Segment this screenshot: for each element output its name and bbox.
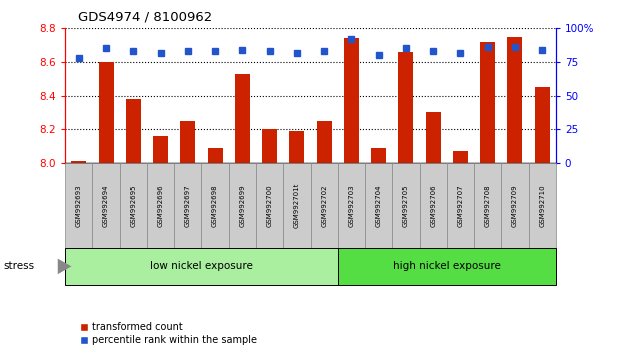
Bar xyxy=(126,99,141,163)
Bar xyxy=(344,39,359,163)
Bar xyxy=(262,129,277,163)
Bar xyxy=(180,121,196,163)
Bar xyxy=(480,42,495,163)
Text: GSM992706: GSM992706 xyxy=(430,184,436,227)
Text: GSM992694: GSM992694 xyxy=(103,184,109,227)
Text: low nickel exposure: low nickel exposure xyxy=(150,261,253,272)
Bar xyxy=(289,131,304,163)
Bar xyxy=(535,87,550,163)
Bar xyxy=(207,148,222,163)
Bar xyxy=(453,151,468,163)
Bar xyxy=(317,121,332,163)
Text: GSM992702: GSM992702 xyxy=(321,184,327,227)
Text: GSM992700: GSM992700 xyxy=(266,184,273,227)
Text: GSM992704: GSM992704 xyxy=(376,184,382,227)
Text: GSM992710: GSM992710 xyxy=(539,184,545,227)
Text: GSM992698: GSM992698 xyxy=(212,184,218,227)
Text: GSM992709: GSM992709 xyxy=(512,184,518,227)
Legend: transformed count, percentile rank within the sample: transformed count, percentile rank withi… xyxy=(76,319,261,349)
Text: GSM992703: GSM992703 xyxy=(348,184,355,227)
Text: stress: stress xyxy=(3,261,34,272)
Bar xyxy=(71,161,86,163)
Bar xyxy=(399,52,414,163)
Text: GDS4974 / 8100962: GDS4974 / 8100962 xyxy=(78,11,212,24)
Text: GSM992693: GSM992693 xyxy=(76,184,82,227)
Text: GSM992696: GSM992696 xyxy=(158,184,163,227)
Text: GSM992699: GSM992699 xyxy=(239,184,245,227)
Text: GSM992697: GSM992697 xyxy=(185,184,191,227)
Text: GSM992695: GSM992695 xyxy=(130,184,137,227)
Bar xyxy=(153,136,168,163)
Text: high nickel exposure: high nickel exposure xyxy=(393,261,501,272)
Bar xyxy=(507,37,522,163)
Bar xyxy=(235,74,250,163)
Text: GSM992708: GSM992708 xyxy=(484,184,491,227)
Text: GSM992705: GSM992705 xyxy=(403,184,409,227)
Text: GSM992707: GSM992707 xyxy=(458,184,463,227)
Bar xyxy=(371,148,386,163)
Bar xyxy=(425,112,441,163)
Text: GSM992701t: GSM992701t xyxy=(294,183,300,228)
Bar xyxy=(99,62,114,163)
